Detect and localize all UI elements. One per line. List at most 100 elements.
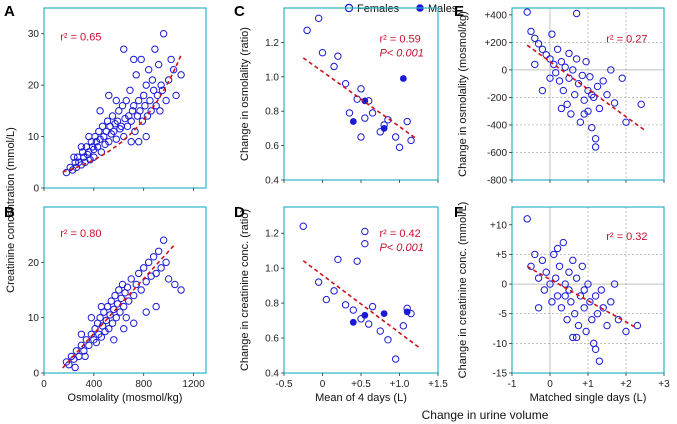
panel-a-point-female	[85, 132, 93, 141]
panel-f-point-female	[534, 304, 543, 312]
panel-e-point-female	[622, 118, 630, 126]
panel-a-point-female	[167, 55, 175, 64]
panel-d-point-female	[368, 302, 377, 311]
panel-d-point-male	[361, 311, 369, 319]
panel-e-point-female	[578, 71, 586, 80]
panel-f-point-female	[588, 315, 596, 324]
panel-a-point-female	[112, 135, 120, 143]
panel-f-point-female	[550, 250, 558, 259]
panel-a-point-female	[158, 86, 167, 94]
panel-b-point-female	[127, 275, 135, 283]
panel-d-xtick-label: +1.0	[390, 379, 410, 390]
panel-a-point-female	[126, 86, 134, 94]
panel-c: 0.4 0.6 0.8 1.0 1.2 Change in osmolality (rat…	[239, 7, 439, 187]
panel-f-point-female	[603, 321, 611, 330]
panel-a-point-female	[138, 117, 147, 125]
panel-f-point-female	[591, 292, 600, 300]
panel-a-point-female	[108, 112, 117, 120]
panel-a-point-female	[122, 96, 130, 105]
panel-f-point-female	[553, 244, 562, 253]
panel-d-xtick-label: +0.5	[351, 379, 371, 390]
panel-f-point-female	[591, 345, 600, 353]
panel-b-point-female	[105, 325, 113, 333]
panel-e-point-female	[582, 57, 590, 66]
panel-a-point-female	[70, 153, 78, 161]
panel-b-point-female	[159, 236, 168, 244]
panel-b-point-female	[130, 291, 138, 300]
panel-e-point-female	[586, 73, 594, 81]
panel-e-point-female	[538, 86, 547, 95]
panel-d-point-female	[384, 336, 392, 344]
panel-b-point-female	[112, 313, 120, 322]
panel-c-point-male	[349, 118, 357, 125]
panel-b-point-female	[108, 319, 117, 327]
panel-b-point-female	[97, 302, 106, 311]
panel-a-point-female	[159, 30, 168, 38]
panel-a-point-female	[111, 120, 119, 128]
panel-f-point-female	[553, 292, 562, 300]
panel-f-xtick-label: +1	[582, 379, 594, 390]
panel-d-point-female	[361, 239, 369, 248]
panel-b-point-female	[106, 311, 114, 319]
panel-e-ytick-label: +200	[484, 38, 507, 49]
panel-f-point-female	[534, 274, 543, 282]
panel-a-point-female	[121, 114, 129, 123]
panel-a-point-female	[118, 102, 127, 110]
panel-e-point-female	[555, 77, 564, 85]
panel-a-point-female	[112, 96, 120, 105]
panel-b-point-female	[122, 313, 130, 322]
panel-a-point-female	[142, 132, 150, 141]
panel-d-r2: r² = 0.42	[379, 228, 420, 240]
panel-f-point-female	[540, 286, 548, 294]
panel-a-point-female	[113, 117, 122, 125]
panel-b-ytick-label: 0	[33, 369, 39, 380]
panel-a-point-female	[157, 81, 165, 89]
legend: Females Males	[344, 3, 458, 15]
panel-e-point-female	[576, 118, 585, 126]
panel-e-point-female	[607, 66, 615, 74]
panel-a-point-female	[137, 55, 145, 64]
panel-f-point-female	[574, 321, 583, 330]
panel-b-point-female	[80, 347, 88, 355]
panel-b-point-female	[137, 286, 145, 294]
panel-e-point-female	[557, 57, 566, 66]
panel-e-point-female	[553, 45, 562, 53]
legend-females-label: Females	[357, 3, 400, 15]
panel-f-point-female	[578, 262, 586, 270]
panel-b-point-female	[116, 308, 124, 316]
panel-f-xtick-label: -1	[508, 379, 517, 390]
panel-f-point-female	[607, 298, 615, 306]
panel-b-point-female	[120, 302, 128, 311]
panel-d-p-value: P< 0.001	[379, 242, 423, 254]
panel-f-point-female	[622, 327, 630, 336]
panel-b-r2: r² = 0.80	[60, 228, 101, 240]
panel-b-point-female	[125, 297, 133, 305]
panel-f-ytick-label: 0	[501, 280, 507, 291]
panel-e-point-female	[538, 45, 547, 53]
panel-a-point-female	[177, 71, 185, 79]
panel-b-point-female	[71, 363, 79, 372]
panel-a-point-female	[164, 76, 173, 84]
panel-b-point-female	[142, 278, 150, 286]
panel-f-ytick-label: -10	[493, 339, 508, 350]
panel-e-point-female	[531, 60, 539, 69]
panel-f-point-female	[580, 304, 588, 312]
panel-e-point-female	[565, 49, 573, 58]
panel-d-point-female	[314, 278, 323, 286]
panel-a-point-female	[130, 55, 138, 64]
panel-e-point-female	[591, 143, 600, 151]
panel-b-point-female	[107, 297, 115, 305]
panel-f-point-female	[586, 298, 594, 306]
panel-a-point-female	[143, 112, 152, 120]
panel-e-ytick-label: -800	[487, 176, 507, 187]
panel-c-point-female	[314, 14, 323, 23]
panel-d-point-female	[353, 257, 361, 265]
panel-d-ytick-label: 0.4	[265, 369, 279, 380]
panel-c-point-female	[403, 117, 411, 126]
panel-a-point-female	[156, 107, 164, 115]
panel-f-point-female	[576, 292, 585, 300]
panel-f-ylabel: Change in creatinine conc. (mmol/L)	[457, 202, 469, 379]
panel-b-xtick-label: 800	[135, 379, 152, 390]
panel-a-point-female	[90, 153, 98, 161]
